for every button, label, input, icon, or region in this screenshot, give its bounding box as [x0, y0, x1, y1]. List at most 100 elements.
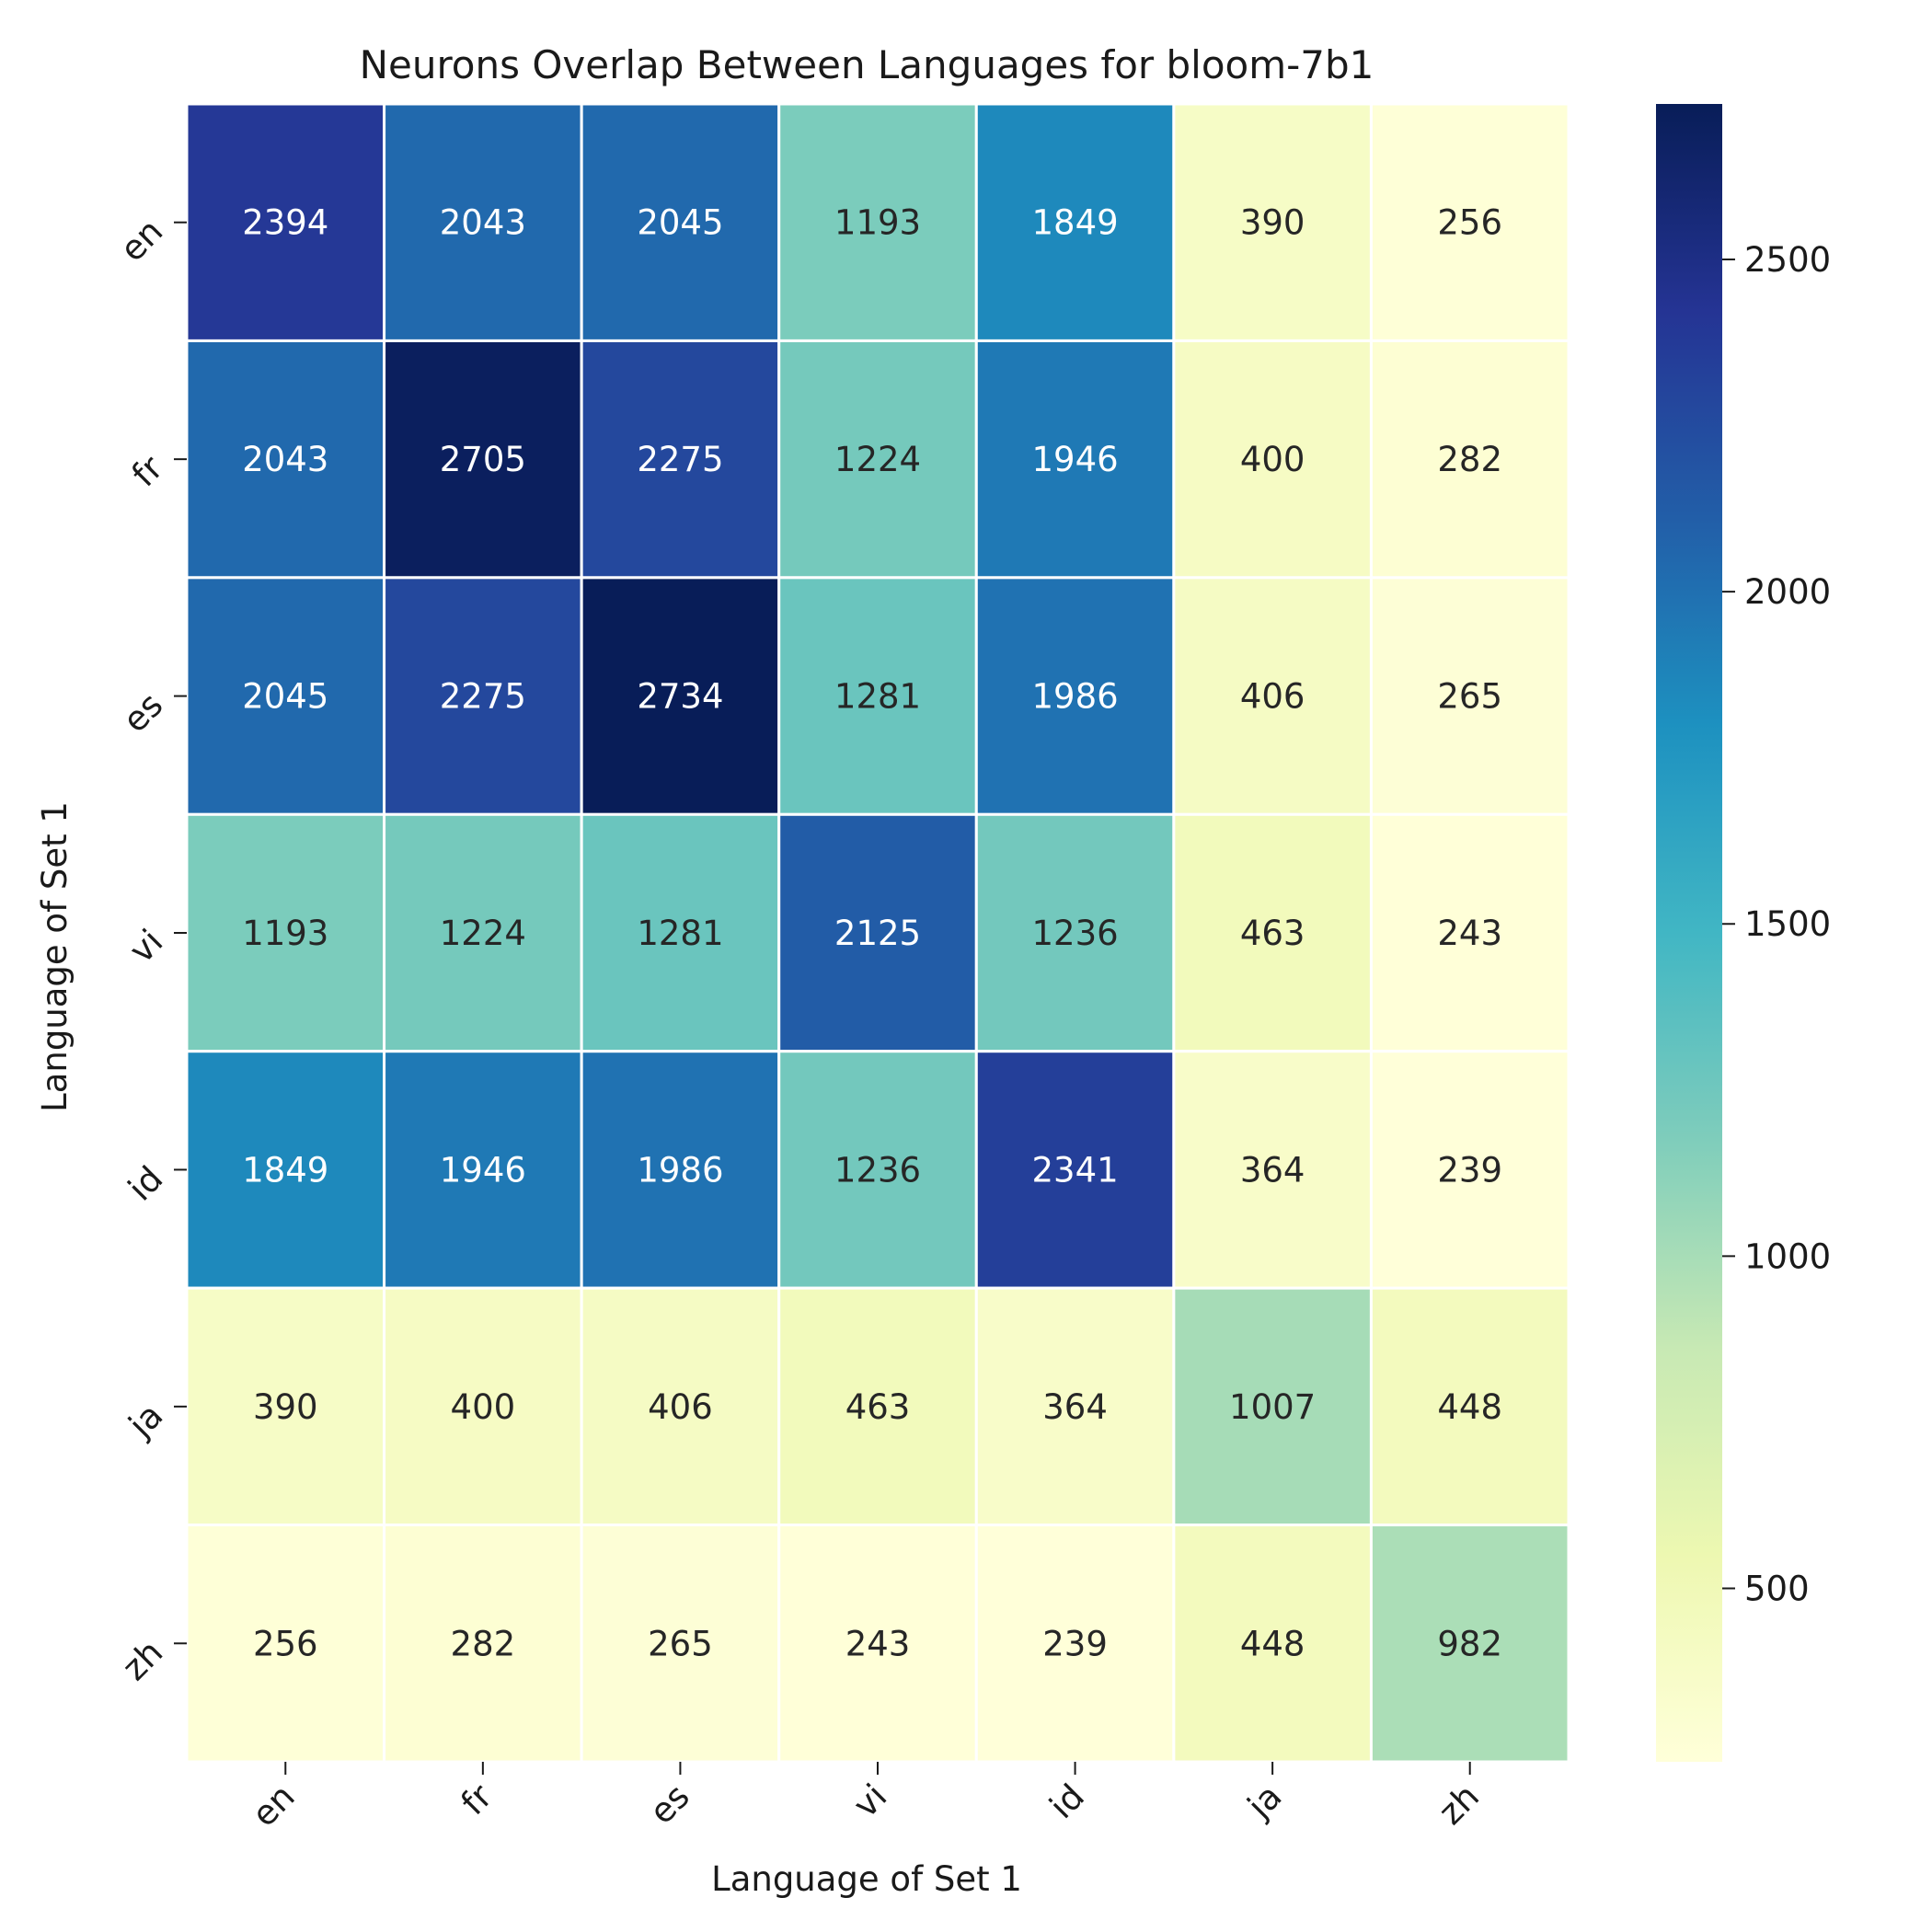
cell-value-ja-es: 406 [648, 1387, 713, 1427]
y-tick-label-en: en [112, 212, 170, 270]
heatmap-cell-fr-es [580, 339, 781, 580]
cell-value-id-vi: 1236 [834, 1150, 921, 1190]
heatmap-cell-ja-es [580, 1286, 781, 1527]
cell-value-vi-id: 1236 [1031, 914, 1118, 953]
cell-value-vi-ja: 463 [1240, 914, 1305, 953]
heatmap-cell-vi-ja [1172, 812, 1373, 1053]
heatmap-cell-ja-en [185, 1286, 386, 1527]
cell-value-es-zh: 265 [1437, 677, 1502, 717]
y-tick-label-zh: zh [115, 1632, 171, 1688]
heatmap-cells [185, 102, 1570, 1764]
cell-value-en-id: 1849 [1031, 203, 1118, 243]
x-tick-label-ja: ja [1239, 1777, 1289, 1826]
cell-value-id-es: 1986 [637, 1150, 723, 1190]
cell-value-id-zh: 239 [1437, 1150, 1502, 1190]
heatmap-cell-ja-id [974, 1286, 1176, 1527]
y-tick-label-id: id [121, 1158, 170, 1208]
cell-value-fr-ja: 400 [1240, 440, 1305, 479]
x-tick-label-en: en [245, 1777, 303, 1834]
cell-value-id-en: 1849 [242, 1150, 328, 1190]
heatmap-cell-es-fr [383, 576, 583, 816]
heatmap-cell-ja-zh [1369, 1286, 1570, 1527]
cell-value-vi-zh: 243 [1437, 914, 1502, 953]
cell-value-zh-fr: 282 [451, 1624, 516, 1663]
cell-value-ja-fr: 400 [451, 1387, 516, 1427]
y-tick-label-ja: ja [121, 1396, 170, 1445]
heatmap-cell-labels: 2394 2043 2045 1193 1849 390 256 2043 2705 2275 12… [242, 203, 1502, 1664]
cell-value-es-ja: 406 [1240, 677, 1305, 717]
heatmap-cell-en-es [580, 102, 781, 342]
cell-value-en-vi: 1193 [834, 203, 921, 243]
heatmap-cell-en-fr [383, 102, 583, 342]
cell-value-es-id: 1986 [1031, 677, 1118, 717]
colorbar-tick-label-500: 500 [1744, 1569, 1810, 1608]
cell-value-zh-zh: 982 [1437, 1624, 1502, 1663]
cell-value-en-es: 2045 [637, 203, 723, 243]
heatmap-cell-es-ja [1172, 576, 1373, 816]
cell-value-en-fr: 2043 [440, 203, 526, 243]
heatmap-cell-en-id [974, 102, 1176, 342]
heatmap-cell-id-en [185, 1050, 386, 1290]
heatmap-cell-es-es [580, 576, 781, 816]
heatmap-cell-es-id [974, 576, 1176, 816]
colorbar: 500 1000 1500 2000 2500 [1656, 104, 1831, 1762]
cell-value-fr-zh: 282 [1437, 440, 1502, 479]
cell-value-zh-id: 239 [1042, 1624, 1108, 1663]
y-axis-ticks: en fr es vi id ja zh [112, 212, 187, 1688]
y-axis-label: Language of Set 1 [35, 801, 75, 1112]
colorbar-tick-label-2000: 2000 [1744, 572, 1831, 612]
cell-value-id-ja: 364 [1240, 1150, 1305, 1190]
x-tick-label-vi: vi [845, 1777, 894, 1825]
heatmap-cell-es-vi [777, 576, 978, 816]
x-axis-label: Language of Set 1 [711, 1859, 1022, 1899]
chart-title: Neurons Overlap Between Languages for bl… [360, 42, 1374, 87]
heatmap-cell-ja-fr [383, 1286, 583, 1527]
cell-value-es-es: 2734 [637, 677, 723, 717]
heatmap-cell-zh-es [580, 1524, 781, 1764]
heatmap-cell-ja-vi [777, 1286, 978, 1527]
heatmap-cell-zh-zh [1369, 1524, 1570, 1764]
heatmap-cell-vi-fr [383, 812, 583, 1053]
y-tick-label-vi: vi [121, 922, 170, 971]
heatmap-cell-zh-id [974, 1524, 1176, 1764]
cell-value-fr-es: 2275 [637, 440, 723, 479]
y-tick-label-fr: fr [124, 448, 171, 495]
x-tick-label-zh: zh [1431, 1777, 1487, 1833]
x-tick-label-es: es [642, 1777, 697, 1832]
cell-value-zh-en: 256 [253, 1624, 318, 1663]
cell-value-fr-en: 2043 [242, 440, 328, 479]
cell-value-ja-zh: 448 [1437, 1387, 1502, 1427]
colorbar-tick-label-1000: 1000 [1744, 1236, 1831, 1276]
heatmap-cell-fr-zh [1369, 339, 1570, 580]
cell-value-en-ja: 390 [1240, 203, 1305, 243]
cell-value-zh-ja: 448 [1240, 1624, 1305, 1663]
cell-value-id-id: 2341 [1031, 1150, 1118, 1190]
cell-value-zh-es: 265 [648, 1624, 713, 1663]
cell-value-es-fr: 2275 [440, 677, 526, 717]
cell-value-ja-en: 390 [253, 1387, 318, 1427]
heatmap-cell-fr-id [974, 339, 1176, 580]
cell-value-es-en: 2045 [242, 677, 328, 717]
x-axis-ticks: en fr es vi id ja zh [245, 1762, 1487, 1834]
cell-value-ja-vi: 463 [845, 1387, 911, 1427]
heatmap-cell-zh-vi [777, 1524, 978, 1764]
x-tick-label-fr: fr [454, 1776, 500, 1823]
heatmap-cell-zh-ja [1172, 1524, 1373, 1764]
heatmap-cell-vi-zh [1369, 812, 1570, 1053]
heatmap-cell-en-ja [1172, 102, 1373, 342]
cell-value-vi-vi: 2125 [834, 914, 921, 953]
heatmap-cell-vi-vi [777, 812, 978, 1053]
cell-value-vi-en: 1193 [242, 914, 328, 953]
heatmap-cell-es-zh [1369, 576, 1570, 816]
cell-value-id-fr: 1946 [440, 1150, 526, 1190]
cell-value-zh-vi: 243 [845, 1624, 911, 1663]
colorbar-tick-label-1500: 1500 [1744, 904, 1831, 944]
cell-value-ja-ja: 1007 [1229, 1387, 1316, 1427]
cell-value-fr-id: 1946 [1031, 440, 1118, 479]
y-tick-label-es: es [115, 685, 170, 741]
cell-value-fr-fr: 2705 [440, 440, 526, 479]
cell-value-fr-vi: 1224 [834, 440, 921, 479]
cell-value-es-vi: 1281 [834, 677, 921, 717]
